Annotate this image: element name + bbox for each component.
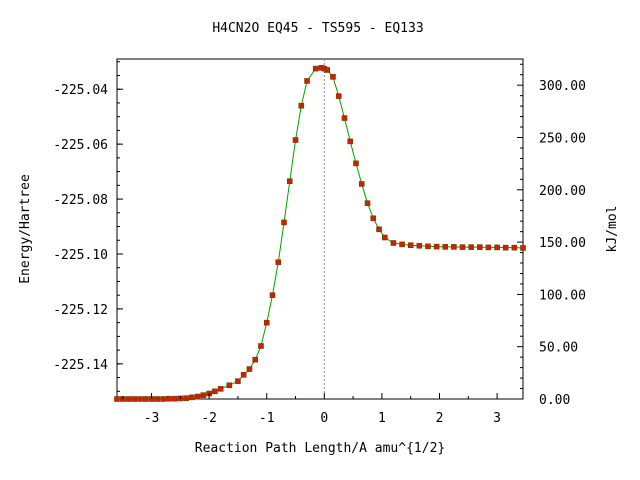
y2-tick-label: 0.00	[539, 393, 570, 408]
data-point	[353, 160, 359, 167]
data-point	[154, 396, 161, 402]
data-point	[477, 244, 483, 250]
y2-tick-label: 200.00	[539, 184, 586, 199]
data-point	[511, 244, 518, 251]
data-point	[370, 215, 377, 222]
data-point	[335, 93, 342, 99]
data-point	[485, 244, 492, 251]
data-point	[281, 219, 287, 226]
x-tick-label: -3	[144, 411, 160, 426]
x-tick-label: -1	[259, 411, 275, 426]
x-tick-label: 3	[493, 411, 501, 426]
y-tick-label: -225.12	[53, 303, 108, 318]
data-point	[258, 343, 264, 349]
data-point	[226, 382, 233, 389]
data-point	[312, 65, 319, 72]
chart-title: H4CN2O EQ45 - TS595 - EQ133	[212, 21, 423, 36]
data-point	[399, 241, 405, 248]
data-point	[212, 388, 218, 395]
data-point	[217, 386, 224, 392]
x-tick-label: 1	[378, 411, 386, 426]
data-point	[286, 178, 293, 185]
data-point	[451, 244, 457, 250]
data-point	[459, 244, 466, 250]
y2-tick-label: 250.00	[539, 131, 586, 146]
data-point	[304, 78, 310, 84]
data-point	[171, 395, 178, 402]
data-point	[125, 396, 132, 402]
x-axis-label: Reaction Path Length/A amu^{1/2}	[195, 441, 445, 456]
data-point	[194, 393, 201, 400]
data-point	[160, 396, 166, 402]
data-point	[433, 243, 440, 250]
y2-tick-label: 100.00	[539, 288, 586, 303]
data-point	[183, 395, 189, 401]
data-point	[298, 102, 305, 109]
plot-frame	[116, 58, 524, 400]
data-point	[292, 137, 299, 143]
data-point	[189, 394, 195, 401]
data-point	[390, 240, 397, 246]
x-tick-label: -2	[201, 411, 217, 426]
data-point	[376, 226, 382, 233]
data-point	[407, 242, 414, 249]
data-point	[416, 242, 423, 249]
data-point	[246, 366, 253, 372]
data-point	[364, 200, 371, 206]
data-point	[358, 181, 365, 187]
data-point	[137, 396, 143, 402]
data-point	[381, 234, 388, 241]
energy-curve-line	[117, 67, 524, 400]
data-point	[341, 115, 348, 121]
data-point	[520, 245, 526, 251]
y-axis-label-right: kJ/mol	[605, 206, 620, 253]
data-point	[240, 372, 247, 378]
y-tick-label: -225.08	[53, 193, 108, 208]
data-point	[347, 138, 354, 145]
data-point	[252, 356, 259, 363]
y-tick-label: -225.04	[53, 83, 108, 98]
data-point	[142, 396, 149, 402]
x-tick-label: 0	[320, 411, 328, 426]
y-tick-label: -225.10	[53, 248, 108, 263]
y2-tick-label: 150.00	[539, 236, 586, 251]
data-point	[269, 292, 276, 298]
data-point	[275, 259, 282, 266]
data-point	[330, 74, 336, 80]
data-point	[425, 243, 431, 250]
data-point	[468, 244, 474, 250]
data-point	[442, 244, 449, 250]
data-point	[502, 244, 509, 251]
y2-tick-label: 50.00	[539, 341, 578, 356]
data-point	[324, 67, 330, 73]
data-point	[114, 396, 120, 402]
data-point	[131, 396, 138, 402]
data-point	[166, 395, 172, 402]
data-point	[263, 319, 270, 326]
data-point	[235, 378, 241, 384]
y-tick-label: -225.06	[53, 138, 108, 153]
y2-tick-label: 300.00	[539, 79, 586, 94]
x-tick-label: 2	[436, 411, 444, 426]
y-axis-label-left: Energy/Hartree	[18, 174, 33, 284]
data-point	[200, 392, 207, 398]
data-point	[494, 244, 500, 251]
y-tick-label: -225.14	[53, 358, 108, 373]
